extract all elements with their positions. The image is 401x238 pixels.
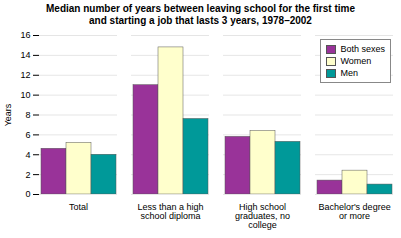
svg-text:12: 12	[20, 70, 30, 80]
svg-text:2: 2	[25, 170, 30, 180]
svg-text:10: 10	[20, 90, 30, 100]
svg-text:14: 14	[20, 50, 30, 60]
html-text:Median number of years between: Median number of years between leaving s…	[46, 3, 355, 26]
svg-text:High schoolgraduates, nocolleg: High schoolgraduates, nocollege	[235, 202, 290, 230]
html-text:Both sexes: Both sexes	[340, 44, 385, 54]
html-text:Men: Men	[340, 68, 358, 78]
svg-text:Less than a highschool diploma: Less than a highschool diploma	[137, 202, 203, 221]
svg-text:Total: Total	[69, 202, 88, 212]
html-text:Women: Women	[340, 56, 372, 66]
svg-text:4: 4	[25, 150, 30, 160]
svg-text:Years: Years	[3, 103, 13, 126]
svg-text:0: 0	[25, 189, 30, 199]
svg-text:6: 6	[25, 130, 30, 140]
svg-text:16: 16	[20, 30, 30, 40]
svg-text:8: 8	[25, 110, 30, 120]
svg-text:Bachelor's degreeor more: Bachelor's degreeor more	[318, 202, 390, 221]
